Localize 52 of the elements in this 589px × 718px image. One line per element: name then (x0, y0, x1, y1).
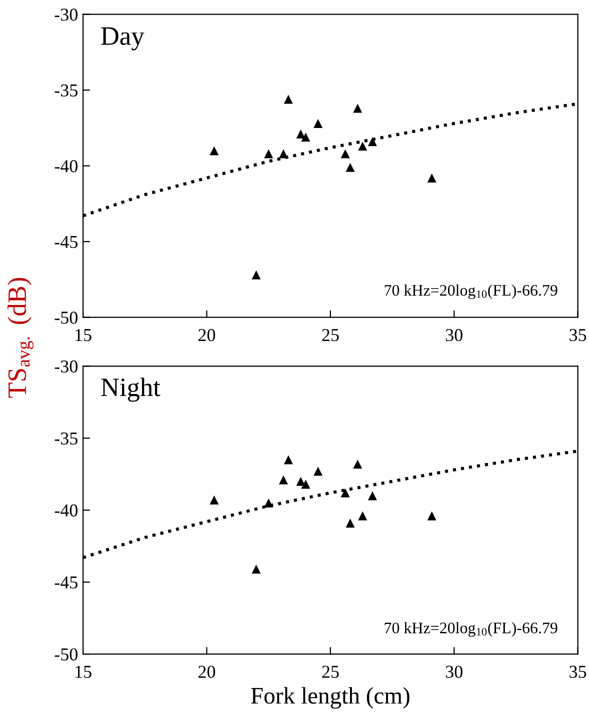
point (346, 518, 355, 528)
y-tick-label: -50 (54, 648, 78, 661)
y-tick-label: -35 (54, 84, 78, 97)
point (278, 149, 288, 158)
y-tick-label: -30 (54, 8, 78, 21)
point (358, 142, 368, 151)
x-tick-label: 15 (76, 329, 92, 342)
point (314, 118, 323, 128)
point (358, 511, 368, 520)
x-tick-label: 35 (570, 666, 586, 678)
y-tick-label: -50 (54, 312, 78, 324)
x-tick-label: 30 (446, 666, 462, 678)
point (252, 270, 261, 280)
point (368, 491, 377, 500)
y-tick-label: -45 (54, 576, 78, 589)
point (301, 132, 310, 142)
y-axis-title: TS$_{avg.}$ (dB) (8, 278, 34, 398)
y-tick-label: -30 (54, 360, 78, 373)
x-tick-label: 35 (570, 329, 586, 342)
point (427, 173, 436, 182)
y-tick-label: -40 (54, 160, 78, 172)
x-axis-title: Fork length (cm) (251, 687, 410, 709)
chart-title: Day (101, 27, 144, 50)
x-tick-label: 15 (76, 666, 92, 678)
x-tick-label: 25 (322, 329, 339, 342)
point (210, 146, 219, 156)
chart-title: Night (101, 378, 160, 402)
point (264, 149, 274, 158)
point (353, 460, 362, 469)
point (340, 488, 350, 498)
x-tick-label: 20 (198, 666, 216, 678)
point (353, 104, 362, 113)
point (264, 498, 274, 508)
point (301, 480, 310, 489)
point (314, 466, 323, 476)
point (346, 162, 355, 172)
y-tick-label: -40 (54, 504, 78, 517)
point (368, 137, 377, 146)
point (284, 455, 293, 464)
point (427, 511, 436, 520)
point (210, 496, 219, 505)
x-tick-label: 30 (446, 328, 462, 342)
point (284, 94, 293, 104)
point (278, 475, 288, 484)
y-tick-label: -45 (54, 236, 78, 248)
point (252, 564, 261, 574)
annotation: 70 kHz=20log$_{10}$(FL)-66.79 (384, 284, 558, 300)
y-tick-label: -35 (54, 432, 78, 445)
x-tick-label: 20 (198, 328, 216, 342)
annotation: 70 kHz=20log$_{10}$(FL)-66.79 (384, 622, 558, 637)
x-tick-label: 25 (322, 666, 339, 678)
point (340, 149, 350, 158)
